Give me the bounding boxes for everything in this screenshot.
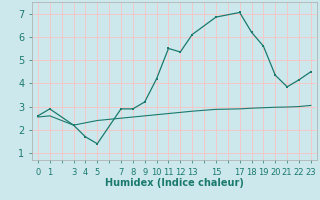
X-axis label: Humidex (Indice chaleur): Humidex (Indice chaleur) [105,178,244,188]
